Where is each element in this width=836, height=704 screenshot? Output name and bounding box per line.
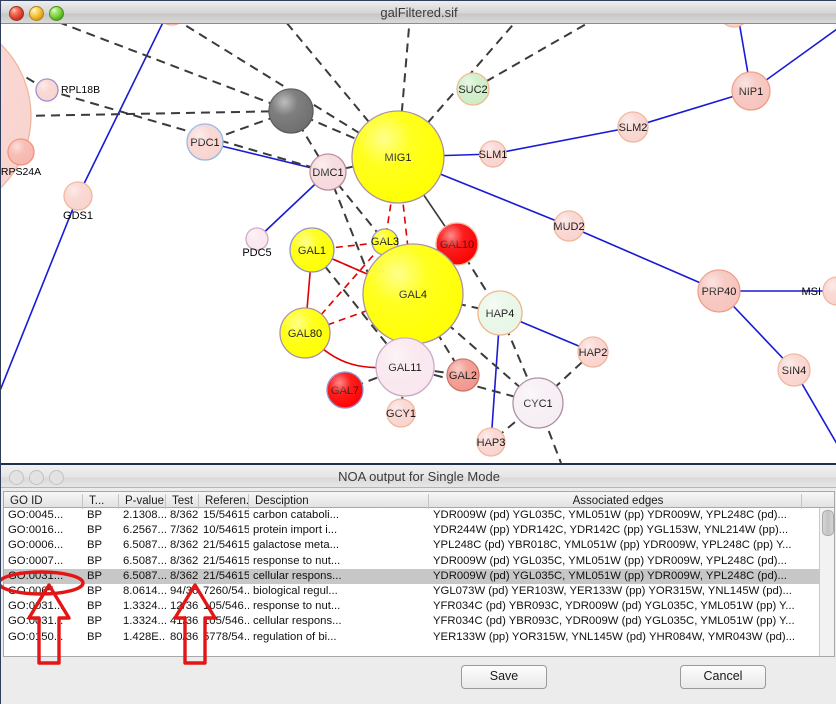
- svg-text:RPL18B: RPL18B: [61, 84, 100, 96]
- svg-text:GDS1: GDS1: [63, 210, 93, 222]
- svg-text:MSI: MSI: [801, 286, 821, 298]
